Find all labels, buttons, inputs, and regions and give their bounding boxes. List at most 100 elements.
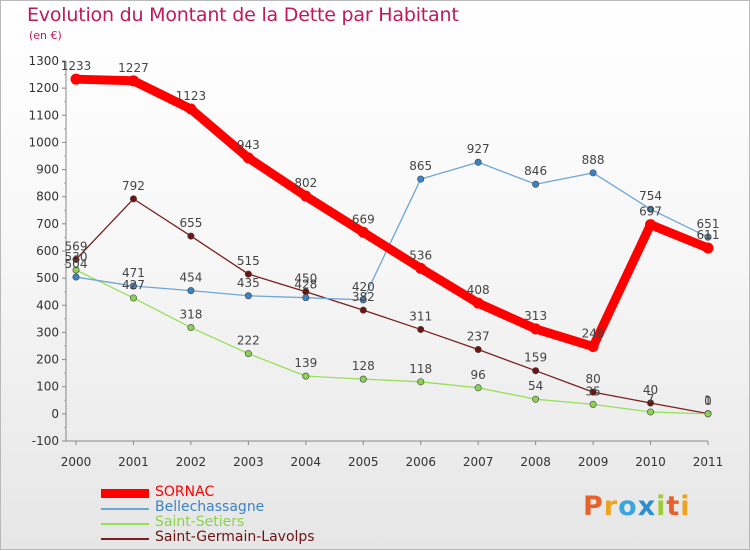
y-tick-label: 300 <box>36 325 59 339</box>
x-tick-label: 2002 <box>176 455 207 469</box>
legend-swatch <box>101 523 149 525</box>
legend-swatch <box>101 538 149 540</box>
y-tick-label: 800 <box>36 190 59 204</box>
data-point <box>589 400 597 408</box>
data-point <box>302 372 310 380</box>
data-label: 35 <box>585 384 600 398</box>
data-label: 536 <box>409 248 432 262</box>
data-point <box>242 152 254 164</box>
data-label: 159 <box>524 351 547 365</box>
data-point <box>244 270 252 278</box>
data-point <box>474 384 482 392</box>
y-tick-label: 400 <box>36 298 59 312</box>
data-label: 888 <box>582 153 605 167</box>
logo-letter: x <box>637 491 657 522</box>
data-label: 1233 <box>61 59 92 73</box>
data-point <box>417 378 425 386</box>
data-point <box>647 399 655 407</box>
x-tick-label: 2010 <box>635 455 666 469</box>
unit-label: (en €) <box>29 29 62 42</box>
data-label: 669 <box>352 212 375 226</box>
data-label: 611 <box>697 228 720 242</box>
legend-label: Saint-Setiers <box>155 514 245 530</box>
data-point <box>532 180 540 188</box>
data-point <box>359 306 367 314</box>
data-label: 1227 <box>118 61 149 75</box>
data-label: 792 <box>122 179 145 193</box>
data-point <box>647 408 655 416</box>
data-point <box>702 242 714 254</box>
data-point <box>647 205 655 213</box>
data-label: 237 <box>467 330 490 344</box>
x-tick-label: 2008 <box>520 455 551 469</box>
data-label: 802 <box>294 176 317 190</box>
y-tick-label: 100 <box>36 380 59 394</box>
data-label: 471 <box>122 266 145 280</box>
data-label: 420 <box>352 280 375 294</box>
legend-item: Bellechassagne <box>101 499 361 516</box>
y-tick-label: 600 <box>36 244 59 258</box>
data-point <box>359 375 367 383</box>
data-point <box>129 282 137 290</box>
data-point <box>532 395 540 403</box>
x-tick-label: 2003 <box>233 455 264 469</box>
data-label: 408 <box>467 283 490 297</box>
legend: SORNAC Bellechassagne Saint-Setiers Saint-G… <box>101 484 361 546</box>
data-label: 96 <box>471 368 486 382</box>
series-line-bellechassagne <box>75 161 709 301</box>
data-point <box>302 294 310 302</box>
legend-swatch <box>101 489 149 498</box>
data-point <box>72 255 80 263</box>
series-lines <box>71 74 713 415</box>
data-label: 128 <box>352 359 375 373</box>
data-point <box>589 388 597 396</box>
data-label: 865 <box>409 159 432 173</box>
x-tick-label: 2007 <box>463 455 494 469</box>
data-label: 313 <box>524 309 547 323</box>
data-label: 318 <box>179 308 202 322</box>
data-label: 515 <box>237 254 260 268</box>
data-point <box>417 325 425 333</box>
data-point <box>587 341 599 353</box>
data-point <box>417 175 425 183</box>
logo-letter: o <box>618 491 638 522</box>
data-point <box>474 346 482 354</box>
x-tick-label: 2001 <box>118 455 149 469</box>
data-point <box>244 350 252 358</box>
data-point <box>532 367 540 375</box>
logo-letter: P <box>583 491 604 522</box>
data-label: 427 <box>122 278 145 292</box>
data-point <box>357 226 369 238</box>
x-tick-label: 2011 <box>693 455 724 469</box>
data-point <box>185 103 197 115</box>
data-label: 139 <box>294 356 317 370</box>
x-tick-label: 2009 <box>578 455 609 469</box>
data-point <box>187 232 195 240</box>
data-label: 54 <box>528 379 543 393</box>
data-label: 504 <box>65 257 88 271</box>
data-point <box>474 158 482 166</box>
series-line-saint-setiers <box>75 269 709 415</box>
data-point <box>127 75 139 87</box>
logo-letter: i <box>680 491 691 522</box>
data-label: 927 <box>467 142 490 156</box>
logo-letter: t <box>666 491 681 522</box>
legend-item: Saint-Germain-Lavolps <box>101 529 361 546</box>
data-label: 754 <box>639 189 662 203</box>
x-tick-label: 2005 <box>348 455 379 469</box>
legend-item: Saint-Setiers <box>101 514 361 531</box>
proxiti-logo: Proxiti <box>583 491 691 522</box>
series-markers <box>70 73 714 418</box>
data-point <box>129 294 137 302</box>
logo-letter: i <box>656 491 667 522</box>
y-tick-label: 1300 <box>28 54 59 68</box>
y-tick-label: 200 <box>36 353 59 367</box>
data-point <box>72 273 80 281</box>
series-line-saint-germain-lavolps <box>75 198 709 415</box>
x-tick-label: 2000 <box>61 455 92 469</box>
data-label: 40 <box>643 383 658 397</box>
legend-label: SORNAC <box>155 484 215 500</box>
data-label: 846 <box>524 164 547 178</box>
